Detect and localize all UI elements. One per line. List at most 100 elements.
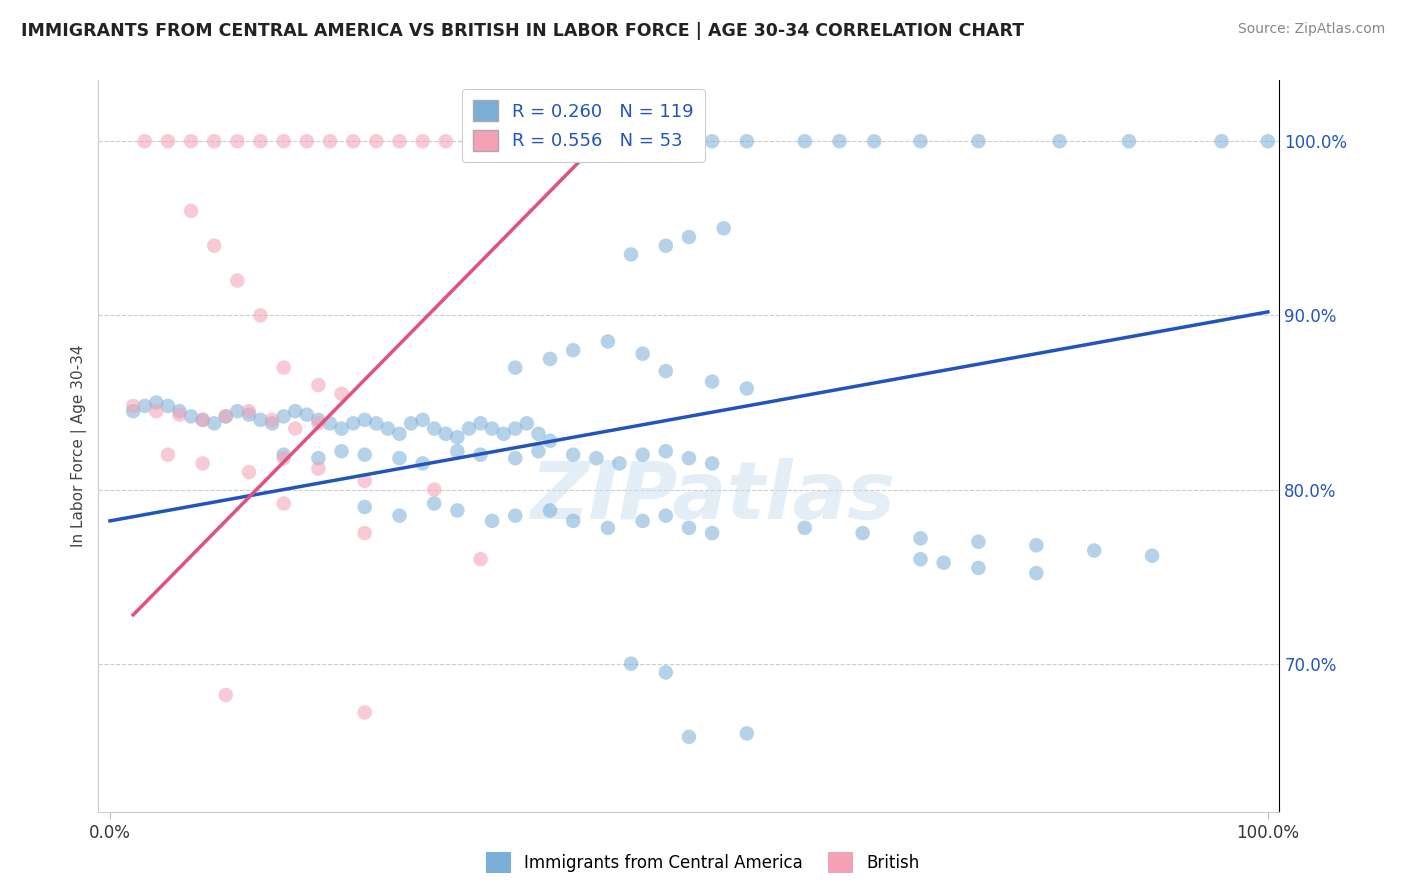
Point [423,496,446,510]
Point [596,521,619,535]
Point [156,134,179,148]
Point [156,448,179,462]
Point [215,409,238,424]
Point [353,526,375,541]
Legend: R = 0.260   N = 119, R = 0.556   N = 53: R = 0.260 N = 119, R = 0.556 N = 53 [461,89,704,161]
Text: Source: ZipAtlas.com: Source: ZipAtlas.com [1237,22,1385,37]
Point [481,134,503,148]
Point [562,343,585,358]
Point [134,399,156,413]
Point [503,451,526,466]
Point [967,134,990,148]
Point [262,417,284,431]
Point [412,134,434,148]
Point [538,434,561,448]
Point [1211,134,1233,148]
Point [284,404,307,418]
Point [562,448,585,462]
Point [631,347,654,361]
Point [700,526,723,541]
Point [793,521,815,535]
Point [353,448,375,462]
Point [377,421,399,435]
Point [678,451,700,466]
Point [319,417,342,431]
Point [238,465,260,479]
Point [585,451,607,466]
Point [388,508,411,523]
Point [399,417,422,431]
Point [735,726,758,740]
Point [226,274,249,288]
Point [353,413,375,427]
Point [191,457,214,471]
Point [1049,134,1071,148]
Point [620,247,643,261]
Point [319,134,342,148]
Point [388,426,411,441]
Point [307,417,329,431]
Point [434,134,457,148]
Point [249,134,271,148]
Point [180,409,202,424]
Point [342,134,364,148]
Point [122,399,145,413]
Point [191,413,214,427]
Point [145,395,167,409]
Point [481,514,503,528]
Point [574,134,596,148]
Point [330,444,353,458]
Point [249,309,271,323]
Point [446,444,468,458]
Point [678,521,700,535]
Point [655,364,678,378]
Point [238,404,260,418]
Point [446,503,468,517]
Point [1025,538,1047,552]
Point [249,413,271,427]
Point [516,417,538,431]
Point [180,134,202,148]
Point [1083,543,1105,558]
Y-axis label: In Labor Force | Age 30-34: In Labor Force | Age 30-34 [72,344,87,548]
Point [481,421,503,435]
Point [735,382,758,396]
Point [330,386,353,401]
Point [145,404,167,418]
Point [609,457,631,471]
Point [191,413,214,427]
Point [353,474,375,488]
Point [388,451,411,466]
Point [538,351,561,366]
Point [503,134,526,148]
Point [655,238,678,252]
Point [238,408,260,422]
Point [735,134,758,148]
Point [226,404,249,418]
Point [215,688,238,702]
Point [470,552,492,566]
Point [434,426,457,441]
Point [527,444,550,458]
Point [492,426,515,441]
Point [1140,549,1163,563]
Point [273,451,295,466]
Point [307,461,329,475]
Point [366,417,388,431]
Point [295,408,318,422]
Point [412,413,434,427]
Point [700,375,723,389]
Point [700,457,723,471]
Point [910,552,932,566]
Point [169,408,191,422]
Point [655,665,678,680]
Point [932,556,955,570]
Point [273,496,295,510]
Point [655,508,678,523]
Point [169,404,191,418]
Point [307,451,329,466]
Point [631,514,654,528]
Point [852,526,875,541]
Point [470,417,492,431]
Point [527,426,550,441]
